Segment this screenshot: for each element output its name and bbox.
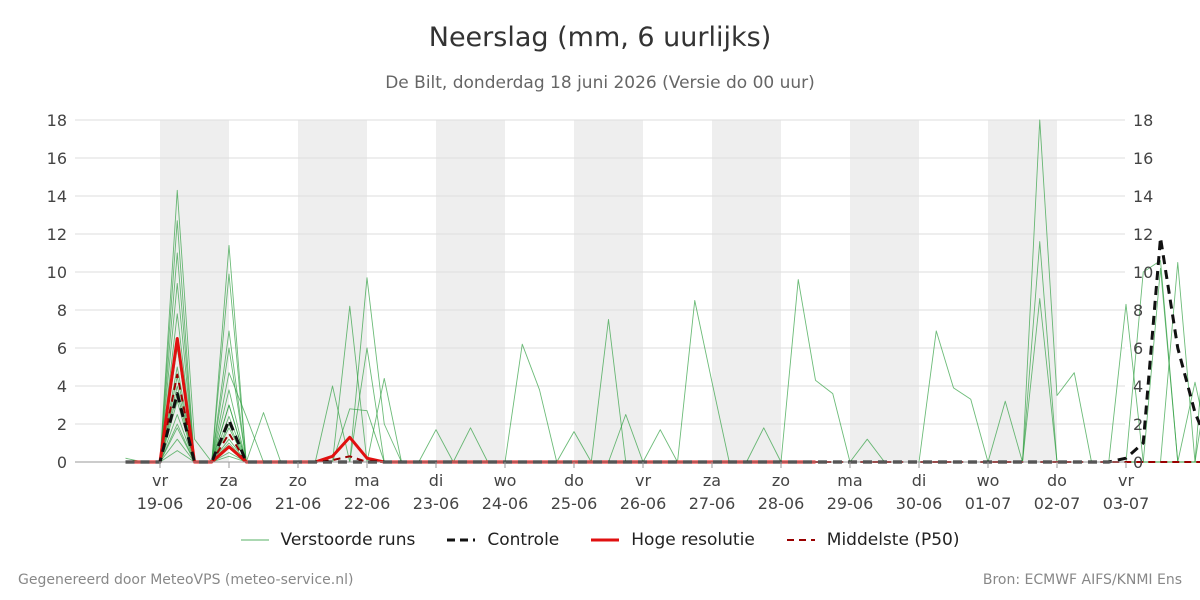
x-tick-date-29-06: 29-06 — [827, 494, 874, 513]
y-tick-right-18: 18 — [1133, 111, 1153, 130]
legend-swatch-control — [447, 538, 476, 542]
y-tick-left-16: 16 — [47, 149, 67, 168]
y-tick-right-12: 12 — [1133, 225, 1153, 244]
legend-swatch-hires — [591, 538, 620, 542]
x-tick-day-24-06: wo — [494, 471, 517, 490]
x-tick-day-21-06: zo — [289, 471, 307, 490]
chart-subtitle: De Bilt, donderdag 18 juni 2026 (Versie … — [385, 73, 815, 93]
footer-credit: Gegenereerd door MeteoVPS (meteo-service… — [18, 572, 354, 588]
x-tick-date-26-06: 26-06 — [620, 494, 667, 513]
x-tick-day-01-07: wo — [977, 471, 1000, 490]
y-tick-left-18: 18 — [47, 111, 67, 130]
legend-swatch-ensemble — [240, 539, 269, 541]
y-tick-right-0: 0 — [1133, 453, 1143, 472]
legend-label-ensemble: Verstoorde runs — [280, 530, 416, 550]
x-tick-day-28-06: zo — [772, 471, 790, 490]
x-tick-day-23-06: di — [429, 471, 444, 490]
day-shade-01-07 — [988, 120, 1057, 462]
day-shade-21-06 — [298, 120, 367, 462]
x-tick-day-20-06: za — [220, 471, 238, 490]
x-tick-day-29-06: ma — [837, 471, 862, 490]
chart-title: Neerslag (mm, 6 uurlijks) — [428, 22, 772, 53]
legend-label-median: Middelste (P50) — [826, 530, 960, 550]
y-tick-right-4: 4 — [1133, 377, 1143, 396]
y-tick-left-4: 4 — [57, 377, 67, 396]
x-tick-day-27-06: za — [703, 471, 721, 490]
y-tick-right-8: 8 — [1133, 301, 1143, 320]
footer-source: Bron: ECMWF AIFS/KNMI Ens — [982, 572, 1182, 588]
x-tick-date-03-07: 03-07 — [1103, 494, 1150, 513]
legend-item-control: Controle — [447, 530, 559, 550]
legend-item-median: Middelste (P50) — [786, 530, 960, 550]
y-tick-left-6: 6 — [57, 339, 67, 358]
y-tick-right-16: 16 — [1133, 149, 1153, 168]
legend-label-hires: Hoge resolutie — [631, 530, 755, 550]
y-tick-left-0: 0 — [57, 453, 67, 472]
y-tick-right-10: 10 — [1133, 263, 1153, 282]
day-shade-29-06 — [850, 120, 919, 462]
legend-item-ensemble: Verstoorde runs — [240, 530, 416, 550]
y-tick-right-14: 14 — [1133, 187, 1153, 206]
legend-label-control: Controle — [487, 530, 560, 550]
x-tick-date-20-06: 20-06 — [206, 494, 253, 513]
x-tick-date-27-06: 27-06 — [689, 494, 736, 513]
x-tick-date-24-06: 24-06 — [482, 494, 529, 513]
x-tick-date-21-06: 21-06 — [275, 494, 322, 513]
x-tick-date-22-06: 22-06 — [344, 494, 391, 513]
day-shade-25-06 — [574, 120, 643, 462]
legend: Verstoorde runs Controle Hoge resolutie … — [0, 530, 1200, 550]
x-tick-day-30-06: di — [912, 471, 927, 490]
day-shade-27-06 — [712, 120, 781, 462]
y-tick-right-2: 2 — [1133, 415, 1143, 434]
y-tick-left-8: 8 — [57, 301, 67, 320]
x-tick-day-02-07: do — [1047, 471, 1067, 490]
x-tick-day-26-06: vr — [635, 471, 651, 490]
x-tick-date-30-06: 30-06 — [896, 494, 943, 513]
x-tick-date-02-07: 02-07 — [1034, 494, 1081, 513]
y-tick-left-14: 14 — [47, 187, 67, 206]
y-tick-left-12: 12 — [47, 225, 67, 244]
x-tick-date-28-06: 28-06 — [758, 494, 805, 513]
x-tick-day-22-06: ma — [354, 471, 379, 490]
legend-swatch-median — [786, 539, 815, 541]
x-tick-day-03-07: vr — [1118, 471, 1134, 490]
y-tick-left-10: 10 — [47, 263, 67, 282]
x-tick-date-23-06: 23-06 — [413, 494, 460, 513]
x-tick-date-25-06: 25-06 — [551, 494, 598, 513]
legend-item-hires: Hoge resolutie — [591, 530, 755, 550]
x-tick-day-19-06: vr — [152, 471, 168, 490]
x-tick-day-25-06: do — [564, 471, 584, 490]
y-tick-left-2: 2 — [57, 415, 67, 434]
day-shade-23-06 — [436, 120, 505, 462]
y-tick-right-6: 6 — [1133, 339, 1143, 358]
x-tick-date-19-06: 19-06 — [137, 494, 184, 513]
x-tick-date-01-07: 01-07 — [965, 494, 1012, 513]
